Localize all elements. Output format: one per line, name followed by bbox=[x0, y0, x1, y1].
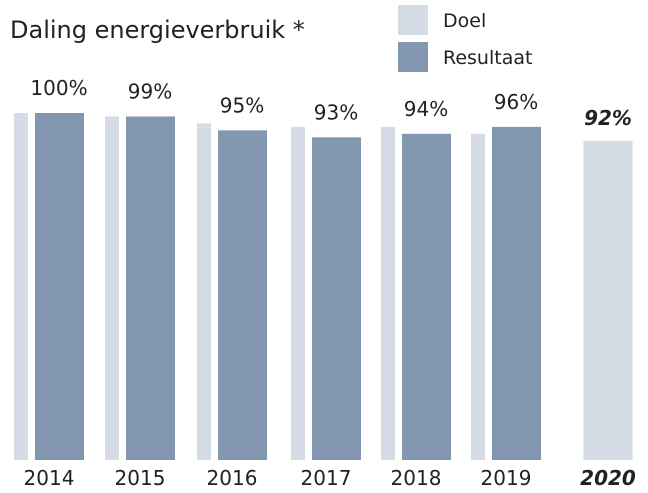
x-tick-label: 2019 bbox=[481, 466, 532, 490]
x-tick-label: 2015 bbox=[115, 466, 166, 490]
legend-swatch bbox=[398, 42, 428, 72]
legend-label: Resultaat bbox=[443, 47, 532, 69]
value-label: 96% bbox=[494, 90, 538, 114]
bar-doel bbox=[105, 116, 119, 460]
value-label: 100% bbox=[30, 76, 87, 100]
bar-resultaat bbox=[492, 126, 541, 460]
x-tick-label: 2020 bbox=[580, 466, 636, 490]
x-tick-label: 2016 bbox=[207, 466, 258, 490]
bar-doel bbox=[381, 126, 395, 460]
bar-doel bbox=[583, 140, 633, 460]
legend-swatch bbox=[398, 5, 428, 35]
value-label: 93% bbox=[314, 100, 358, 124]
value-label: 92% bbox=[584, 106, 632, 130]
value-label: 95% bbox=[220, 93, 264, 117]
bar-doel bbox=[197, 123, 211, 460]
bar-resultaat bbox=[312, 137, 361, 461]
bar-resultaat bbox=[126, 116, 175, 460]
bar-doel bbox=[471, 133, 485, 460]
chart-title: Daling energieverbruik * bbox=[10, 16, 305, 44]
legend-label: Doel bbox=[443, 10, 486, 32]
value-label: 99% bbox=[128, 79, 172, 103]
x-tick-label: 2018 bbox=[391, 466, 442, 490]
value-label: 94% bbox=[404, 97, 448, 121]
x-tick-label: 2017 bbox=[301, 466, 352, 490]
bar-resultaat bbox=[35, 113, 84, 460]
bar-resultaat bbox=[218, 130, 267, 460]
bar-doel bbox=[291, 126, 305, 460]
bar-doel bbox=[14, 113, 28, 460]
bar-resultaat bbox=[402, 133, 451, 460]
x-tick-label: 2014 bbox=[24, 466, 75, 490]
